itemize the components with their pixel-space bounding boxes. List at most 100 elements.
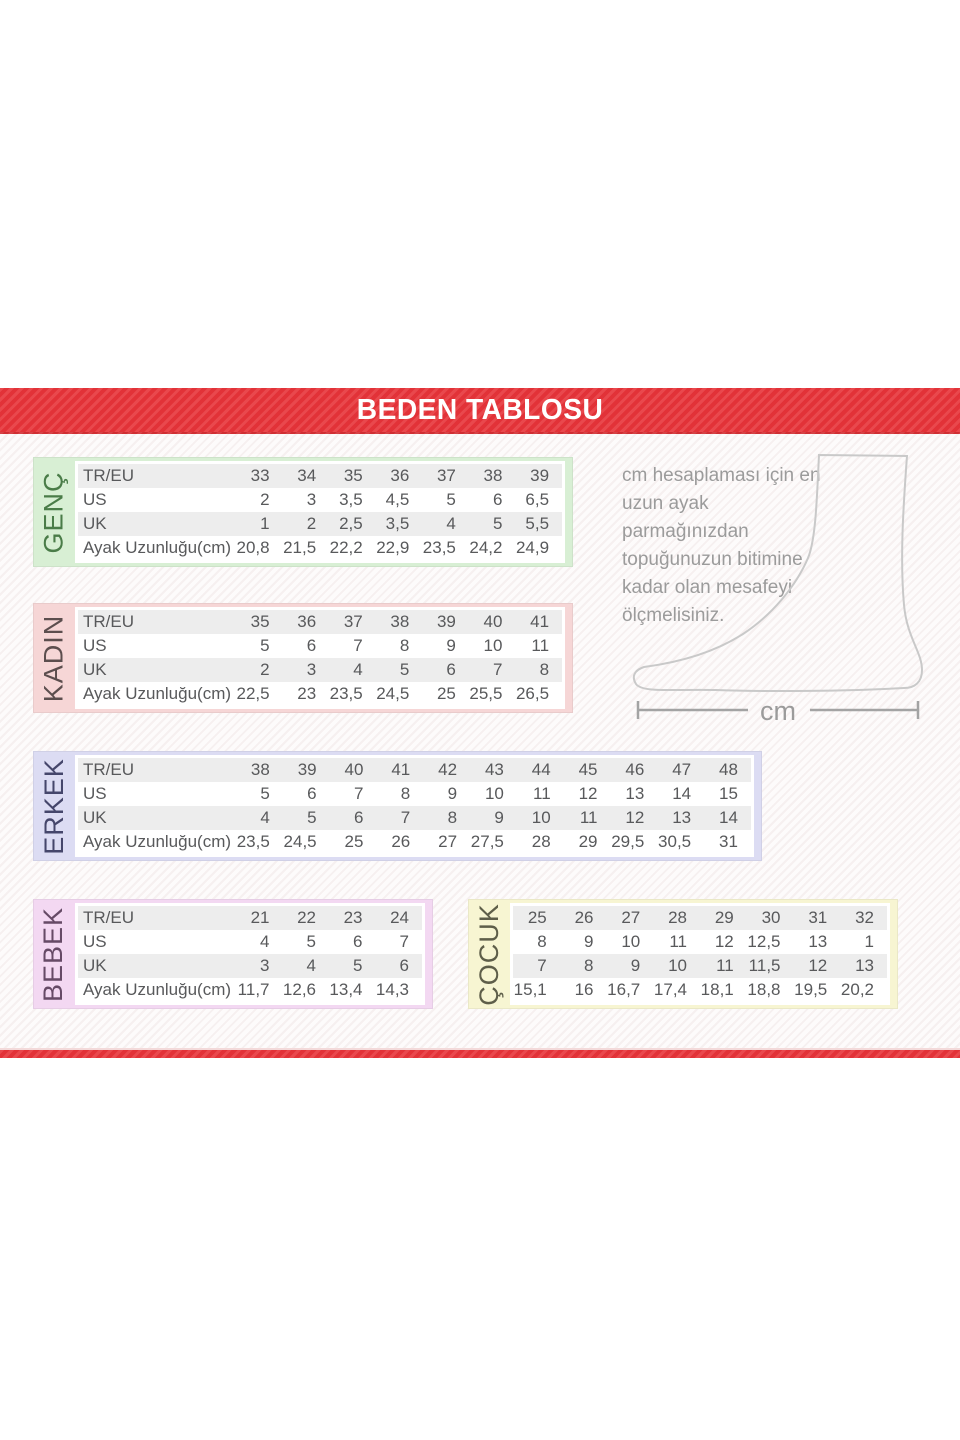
size-cell: 3,5 — [339, 490, 363, 509]
size-cell: 10 — [668, 956, 687, 975]
size-cell: 5 — [306, 932, 316, 951]
size-row: US 4 5 6 7 — [78, 930, 422, 954]
size-cell: 20,2 — [840, 980, 874, 999]
size-cell: 24,2 — [469, 538, 503, 557]
size-cell: 6 — [399, 956, 409, 975]
table-body-erkek: TR/EU 38 39 40 41 42 43 44 45 46 47 48 US 5 6 7 8 9 10 11 12… — [75, 755, 754, 857]
size-cell: 11 — [531, 636, 550, 655]
size-cell: 20,8 — [236, 538, 270, 557]
size-cell: 24,9 — [515, 538, 550, 557]
row-label: UK — [83, 956, 107, 975]
size-cell: 34 — [297, 466, 317, 485]
size-cell: 31 — [719, 832, 738, 851]
size-cell: 11 — [716, 956, 734, 975]
size-cell: 39 — [436, 612, 456, 631]
size-cell: 43 — [484, 760, 504, 779]
size-cell: 29 — [578, 832, 598, 851]
table-label-band-erkek: ERKEK — [33, 751, 75, 861]
instruction-line: kadar olan mesafeyi — [622, 577, 793, 598]
size-cell: 23,5 — [236, 832, 270, 851]
size-cell: 24,5 — [283, 832, 317, 851]
size-table-genc: GENÇ TR/EU 33 34 35 36 37 38 39 US 2 3 3,5 4,5 5 6 6,5 UK… — [33, 457, 573, 567]
instruction-line: topuğunuzun bitimine — [622, 549, 803, 570]
size-cell: 28 — [531, 832, 551, 851]
size-cell: 6,5 — [525, 490, 550, 509]
size-cell: 17,4 — [653, 980, 687, 999]
size-table-cocuk: ÇOCUK 25 26 27 28 29 30 31 32 8 9 10 11 12 12,5 13 1 7 8 9 1… — [468, 899, 898, 1009]
table-body-genc: TR/EU 33 34 35 36 37 38 39 US 2 3 3,5 4,5 5 6 6,5 UK 1 2 2,… — [75, 461, 565, 563]
size-cell: 14 — [719, 808, 738, 827]
row-label: US — [83, 932, 107, 951]
instruction-line: uzun ayak parmağınızdan — [622, 493, 749, 542]
row-label: TR/EU — [83, 760, 134, 779]
size-row: US 5 6 7 8 9 10 11 — [78, 634, 562, 658]
size-cell: 10 — [483, 636, 503, 655]
row-label: TR/EU — [83, 466, 134, 485]
foot-outline-path — [632, 453, 924, 693]
page-title: BEDEN TABLOSU — [356, 393, 604, 426]
size-cell: 4 — [446, 514, 456, 533]
row-label: TR/EU — [83, 612, 134, 631]
size-cell: 16 — [574, 980, 594, 999]
cm-label: cm — [760, 696, 796, 726]
table-title-bebek: BEBEK — [38, 906, 69, 1002]
size-cell: 25,5 — [469, 684, 503, 703]
size-cell: 38 — [250, 760, 270, 779]
measure-instruction-text: cm hesaplaması için en uzun ayak parmağı… — [622, 462, 837, 630]
table-label-band-kadin: KADIN — [33, 603, 75, 713]
size-cell: 13 — [625, 784, 645, 803]
size-cell: 18,8 — [747, 980, 781, 999]
size-row: TR/EU 33 34 35 36 37 38 39 — [78, 464, 562, 488]
size-cell: 8 — [399, 636, 410, 655]
size-row: TR/EU 21 22 23 24 — [78, 906, 422, 930]
size-cell: 11 — [579, 808, 598, 827]
size-cell: 3 — [306, 490, 317, 509]
size-cell: 25 — [436, 684, 456, 703]
size-cell: 24,5 — [376, 684, 410, 703]
size-cell: 26 — [391, 832, 411, 851]
size-cell: 4,5 — [385, 490, 410, 509]
size-cell: 5 — [260, 784, 270, 803]
size-cell: 2,5 — [339, 514, 363, 533]
size-cell: 5 — [399, 660, 410, 679]
row-label: UK — [83, 514, 107, 533]
size-cell: 21,5 — [283, 538, 317, 557]
size-cell: 11 — [533, 784, 551, 803]
size-cell: 25 — [527, 908, 547, 927]
foot-outline-illustration: cm — [632, 453, 924, 726]
size-cell: 6 — [493, 490, 503, 509]
size-cell: 26,5 — [515, 684, 550, 703]
row-label: UK — [83, 808, 107, 827]
size-cell: 38 — [483, 466, 503, 485]
size-cell: 29 — [714, 908, 734, 927]
size-cell: 11 — [669, 932, 687, 951]
size-cell: 8 — [447, 808, 458, 827]
size-cell: 8 — [539, 660, 550, 679]
size-cell: 30 — [761, 908, 781, 927]
table-label-band-cocuk: ÇOCUK — [468, 899, 510, 1009]
size-cell: 39 — [530, 466, 550, 485]
table-label-band-genc: GENÇ — [33, 457, 75, 567]
size-cell: 5 — [493, 514, 503, 533]
size-cell: 46 — [625, 760, 645, 779]
size-cell: 36 — [390, 466, 410, 485]
size-cell: 3 — [260, 956, 270, 975]
size-cell: 8 — [537, 932, 547, 951]
size-cell: 6 — [446, 660, 456, 679]
size-row: 7 8 9 10 11 11,5 12 13 — [513, 954, 887, 978]
size-cell: 23 — [343, 908, 363, 927]
size-row: US 5 6 7 8 9 10 11 12 13 14 15 — [78, 782, 751, 806]
size-cell: 15,1 — [513, 980, 547, 999]
size-cell: 22,9 — [376, 538, 410, 557]
size-cell: 16,7 — [607, 980, 641, 999]
size-row: UK 1 2 2,5 3,5 4 5 5,5 — [78, 512, 562, 536]
size-cell: 31 — [808, 908, 828, 927]
row-label: US — [83, 490, 107, 509]
size-cell: 23,5 — [329, 684, 363, 703]
size-row: US 2 3 3,5 4,5 5 6 6,5 — [78, 488, 562, 512]
table-body-bebek: TR/EU 21 22 23 24 US 4 5 6 7 UK 3 4 5 6 Ayak Uzunluğu(c… — [75, 903, 425, 1005]
size-cell: 12 — [578, 784, 598, 803]
measure-line: cm — [636, 696, 920, 726]
size-cell: 7 — [353, 784, 364, 803]
